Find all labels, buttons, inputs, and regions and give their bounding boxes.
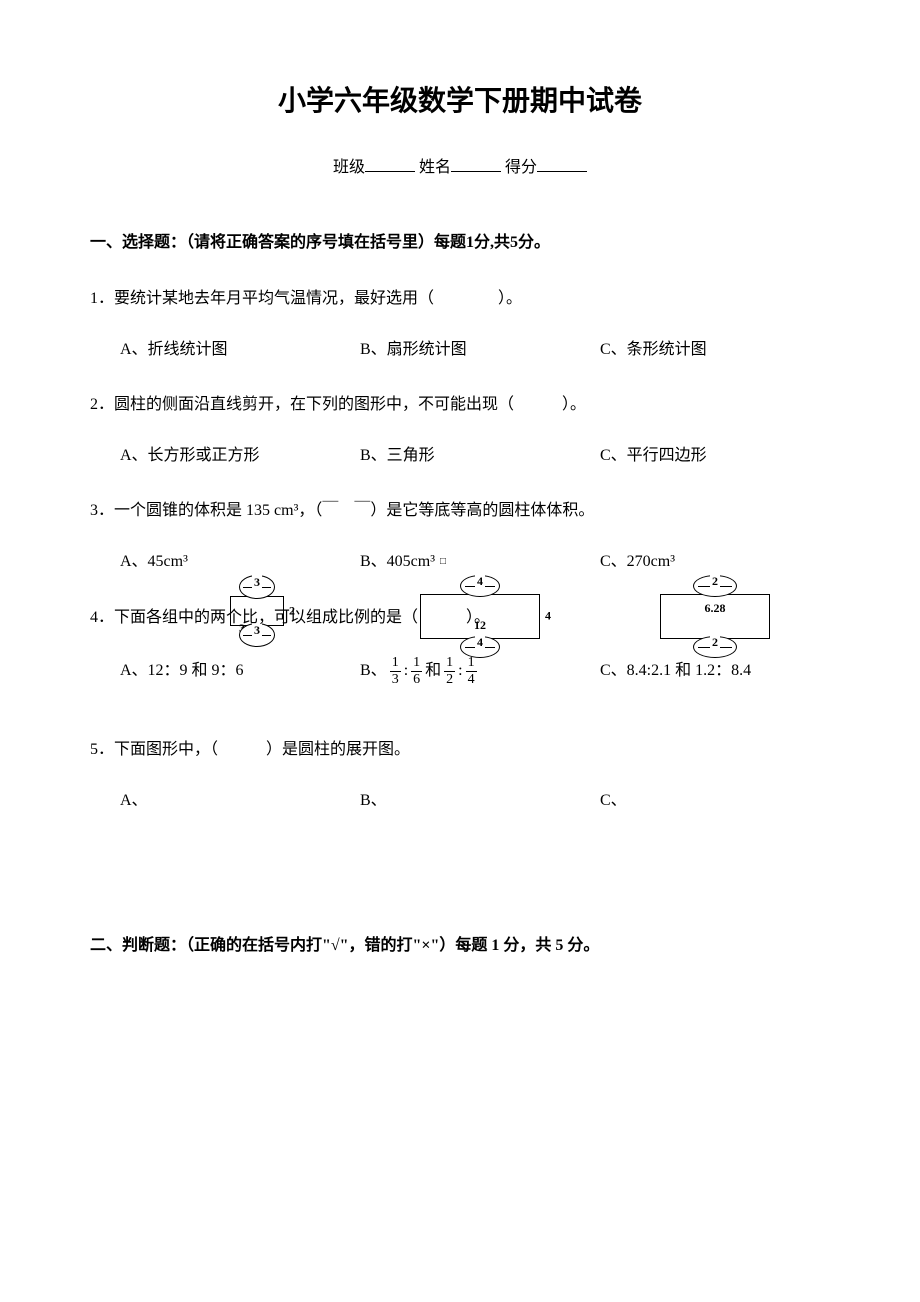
- q5-num: 5．: [90, 741, 114, 758]
- q5-options: A、 B、 C、: [90, 788, 830, 814]
- q1-opt-c: C、条形统计图: [600, 337, 830, 363]
- colon-1: :: [404, 658, 408, 684]
- frac-b2-d: 6: [411, 672, 422, 687]
- name-label: 姓名: [419, 159, 451, 176]
- exam-title: 小学六年级数学下册期中试卷: [90, 80, 830, 125]
- q4-num: 4．: [90, 609, 114, 626]
- q3-options: A、45cm³ B、405cm³ □ C、270cm³: [90, 549, 830, 575]
- frac-b1-n: 1: [390, 655, 401, 671]
- q5-text: 5．下面图形中，（ ）是圆柱的展开图。: [90, 737, 830, 763]
- q4-opt-b-mid: 和: [425, 658, 441, 684]
- q3-num: 3．: [90, 502, 114, 519]
- colon-2: :: [458, 658, 462, 684]
- diag-b-top-val: 4: [475, 572, 485, 591]
- frac-b4: 14: [466, 655, 477, 687]
- q2-opt-a: A、长方形或正方形: [120, 443, 350, 469]
- diag-b-bot-val: 4: [475, 633, 485, 652]
- q3-body: 一个圆锥的体积是 135 cm³，（￣ ￣）是它等底等高的圆柱体体积。: [114, 502, 594, 519]
- q1-options: A、折线统计图 B、扇形统计图 C、条形统计图: [90, 337, 830, 363]
- q4-text: 4．下面各组中的两个比，可以组成比例的是（ ）。: [90, 605, 830, 631]
- frac-b3-n: 1: [444, 655, 455, 671]
- diag-c-top-val: 2: [710, 572, 720, 591]
- q5-opt-c: C、: [600, 788, 830, 814]
- header-fields: 班级 姓名 得分: [90, 155, 830, 181]
- diag-b-top: 4: [460, 575, 500, 597]
- diag-c-bot-val: 2: [710, 633, 720, 652]
- diag-a-top: 3: [239, 575, 275, 599]
- q2-opt-b: B、三角形: [360, 443, 590, 469]
- q5-opt-a: A、: [120, 788, 350, 814]
- score-label: 得分: [505, 159, 537, 176]
- question-2: 2．圆柱的侧面沿直线剪开，在下列的图形中，不可能出现（ ）。 A、长方形或正方形…: [90, 392, 830, 468]
- q1-opt-b: B、扇形统计图: [360, 337, 590, 363]
- q2-text: 2．圆柱的侧面沿直线剪开，在下列的图形中，不可能出现（ ）。: [90, 392, 830, 418]
- frac-b2: 16: [411, 655, 422, 687]
- frac-b2-n: 1: [411, 655, 422, 671]
- q2-body: 圆柱的侧面沿直线剪开，在下列的图形中，不可能出现（ ）。: [114, 396, 586, 413]
- q4-opt-b: B、 13 : 16 和 12 : 14: [360, 655, 590, 687]
- q2-opt-c: C、平行四边形: [600, 443, 830, 469]
- frac-b4-d: 4: [466, 672, 477, 687]
- section2-heading: 二、判断题：（正确的在括号内打"√"，错的打"×"）每题 1 分，共 5 分。: [90, 933, 830, 959]
- q1-text: 1．要统计某地去年月平均气温情况，最好选用（ ）。: [90, 286, 830, 312]
- frac-b3: 12: [444, 655, 455, 687]
- section1-heading: 一、选择题：（请将正确答案的序号填在括号里）每题1分,共5分。: [90, 230, 830, 256]
- q5-opt-b: B、: [360, 788, 590, 814]
- q3-opt-c: C、270cm³: [600, 549, 830, 575]
- q2-num: 2．: [90, 396, 114, 413]
- q3-opt-b: B、405cm³ □: [360, 549, 590, 575]
- score-blank: [537, 156, 587, 172]
- q3-opt-a: A、45cm³: [120, 549, 350, 575]
- q2-options: A、长方形或正方形 B、三角形 C、平行四边形: [90, 443, 830, 469]
- q4-body: 下面各组中的两个比，可以组成比例的是（ ）。: [114, 609, 490, 626]
- class-label: 班级: [333, 159, 365, 176]
- frac-b4-n: 1: [466, 655, 477, 671]
- question-4: 3 2 3 3 4 12 4 4 2 6.28 2 4．下面各组中的两个比，可以: [90, 605, 830, 687]
- q1-opt-a: A、折线统计图: [120, 337, 350, 363]
- question-3: 3．一个圆锥的体积是 135 cm³，（￣ ￣）是它等底等高的圆柱体体积。 A、…: [90, 498, 830, 574]
- q5-body: 下面图形中，（ ）是圆柱的展开图。: [114, 741, 410, 758]
- diag-c-top: 2: [693, 575, 737, 597]
- q4-options: A、12：9 和 9：6 B、 13 : 16 和 12 : 14 C、8.4:…: [90, 655, 830, 687]
- q4-opt-a: A、12：9 和 9：6: [120, 658, 350, 684]
- q4-opt-b-prefix: B、: [360, 658, 387, 684]
- question-1: 1．要统计某地去年月平均气温情况，最好选用（ ）。 A、折线统计图 B、扇形统计…: [90, 286, 830, 362]
- q3-opt-b-text: B、405cm³: [360, 549, 435, 575]
- q3-text: 3．一个圆锥的体积是 135 cm³，（￣ ￣）是它等底等高的圆柱体体积。: [90, 498, 830, 524]
- name-blank: [451, 156, 501, 172]
- q1-body: 要统计某地去年月平均气温情况，最好选用（ ）。: [114, 290, 522, 307]
- frac-b1: 13: [390, 655, 401, 687]
- q4-opt-c: C、8.4:2.1 和 1.2：8.4: [600, 658, 830, 684]
- q3-opt-b-sup: □: [440, 554, 446, 570]
- q1-num: 1．: [90, 290, 114, 307]
- class-blank: [365, 156, 415, 172]
- frac-b3-d: 2: [444, 672, 455, 687]
- question-5: 5．下面图形中，（ ）是圆柱的展开图。 A、 B、 C、: [90, 737, 830, 813]
- frac-b1-d: 3: [390, 672, 401, 687]
- diag-a-top-val: 3: [252, 573, 262, 592]
